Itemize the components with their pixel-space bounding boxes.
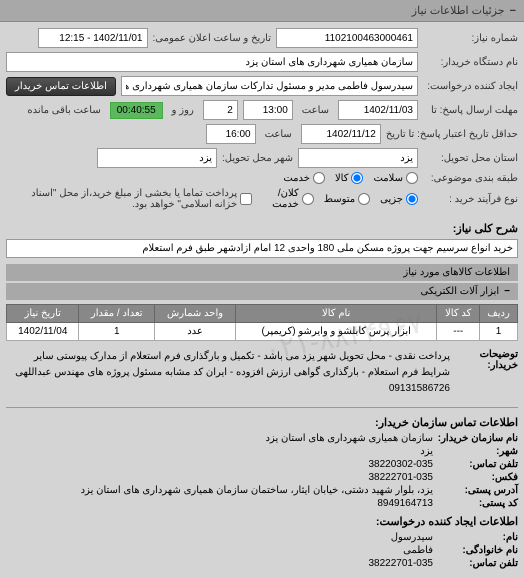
col-date: تاریخ نیاز <box>7 305 79 323</box>
need-desc-label: شرح کلی نیاز: <box>6 218 518 239</box>
org-tel-label: تلفن تماس: <box>433 459 518 470</box>
announce-datetime-label: تاریخ و ساعت اعلان عمومی: <box>153 33 272 44</box>
remaining-days-input <box>203 100 238 120</box>
treasury-checkbox[interactable]: پرداخت تماما یا بخشی از مبلغ خرید،از محل… <box>6 188 252 210</box>
city-label: شهر محل تحویل: <box>222 153 293 164</box>
validity-time-input[interactable] <box>206 124 256 144</box>
process-label: نوع فرآیند خرید : <box>423 194 518 205</box>
requester-label: ایجاد کننده درخواست: <box>423 81 518 92</box>
buyer-org-label: نام دستگاه خریدار: <box>423 57 518 68</box>
validity-time-label: ساعت <box>265 129 292 140</box>
cell-num: 1 <box>480 323 518 341</box>
org-city-value: یزد <box>6 446 433 457</box>
validity-label: حداقل تاریخ اعتبار پاسخ: تا تاریخ <box>386 129 518 140</box>
city-input[interactable] <box>97 148 217 168</box>
collapse-icon[interactable]: − <box>510 5 516 17</box>
buyer-notes-label: توضیحات خریدار: <box>458 349 518 397</box>
col-code: کد کالا <box>437 305 480 323</box>
remaining-days-label: روز و <box>172 105 194 116</box>
org-fax-value: 38222701-035 <box>6 472 433 483</box>
category-kala-radio[interactable]: کالا <box>335 172 364 184</box>
need-number-label: شماره نیاز: <box>423 33 518 44</box>
process-bulk-radio[interactable]: کلان/خدمت <box>272 188 314 210</box>
org-city-label: شهر: <box>433 446 518 457</box>
announce-datetime-input[interactable] <box>38 28 148 48</box>
goods-category-text: ابزار آلات الکتریکی <box>420 286 499 297</box>
header-title: جزئیات اطلاعات نیاز <box>412 4 505 17</box>
category-health-radio[interactable]: سلامت <box>373 172 418 184</box>
org-tel-value: 38220302-035 <box>6 459 433 470</box>
org-fax-label: فکس: <box>433 472 518 483</box>
process-medium-radio[interactable]: متوسط <box>324 193 370 205</box>
cell-name: ابزار پرس کابلشو و وایرشو (کریمپر) <box>236 323 437 341</box>
col-name: نام کالا <box>236 305 437 323</box>
remaining-time-badge: 00:40:55 <box>110 102 163 119</box>
requester-input[interactable] <box>121 76 418 96</box>
need-number-input[interactable] <box>276 28 418 48</box>
cell-code: --- <box>437 323 480 341</box>
deadline-time-label: ساعت <box>302 105 329 116</box>
col-qty: تعداد / مقدار <box>79 305 155 323</box>
category-service-radio[interactable]: خدمت <box>283 172 325 184</box>
goods-header-text: اطلاعات کالاهای مورد نیاز <box>403 267 510 278</box>
cell-unit: عدد <box>154 323 235 341</box>
main-section-header: − جزئیات اطلاعات نیاز <box>0 0 524 22</box>
deadline-time-input[interactable] <box>243 100 293 120</box>
org-addr-label: آدرس پستی: <box>433 485 518 496</box>
req-name-value: سیدرسول <box>6 532 433 543</box>
col-unit: واحد شمارش <box>154 305 235 323</box>
cell-date: 1402/11/04 <box>7 323 79 341</box>
process-partial-radio[interactable]: جزیی <box>380 193 418 205</box>
org-addr-value: یزد، بلوار شهید دشتی، خیابان ایثار، ساخت… <box>6 485 433 496</box>
req-name-label: نام: <box>433 532 518 543</box>
remaining-after-label: ساعت باقی مانده <box>27 105 100 116</box>
org-name-value: سازمان همیاری شهرداری های استان یزد <box>6 433 433 444</box>
goods-section-header: اطلاعات کالاهای مورد نیاز <box>6 264 518 281</box>
goods-subheader: − ابزار آلات الکتریکی <box>6 283 518 300</box>
req-tel-value: 38222701-035 <box>6 558 433 569</box>
table-row[interactable]: 1 --- ابزار پرس کابلشو و وایرشو (کریمپر)… <box>7 323 518 341</box>
province-label: استان محل تحویل: <box>423 153 518 164</box>
req-family-label: نام خانوادگی: <box>433 545 518 556</box>
req-tel-label: تلفن تماس: <box>433 558 518 569</box>
province-input[interactable] <box>298 148 418 168</box>
deadline-label: مهلت ارسال پاسخ: تا <box>423 105 518 116</box>
buyer-org-input[interactable] <box>6 52 418 72</box>
buyer-contact-button[interactable]: اطلاعات تماس خریدار <box>6 77 116 96</box>
deadline-date-input[interactable] <box>338 100 418 120</box>
goods-table: ردیف کد کالا نام کالا واحد شمارش تعداد /… <box>6 304 518 341</box>
buyer-notes-text: پرداخت نقدی - محل تحویل شهر یزد می باشد … <box>6 349 450 397</box>
org-contact-header: اطلاعات تماس سازمان خریدار: <box>6 416 518 429</box>
requester-contact-header: اطلاعات ایجاد کننده درخواست: <box>6 515 518 528</box>
col-rownum: ردیف <box>480 305 518 323</box>
goods-collapse-icon[interactable]: − <box>504 286 510 297</box>
org-name-label: نام سازمان خریدار: <box>433 433 518 444</box>
category-label: طبقه بندی موضوعی: <box>423 173 518 184</box>
org-postal-label: کد پستی: <box>433 498 518 509</box>
cell-qty: 1 <box>79 323 155 341</box>
req-family-value: فاطمی <box>6 545 433 556</box>
need-desc-input[interactable] <box>6 239 518 258</box>
org-postal-value: 8949164713 <box>6 498 433 509</box>
validity-date-input[interactable] <box>301 124 381 144</box>
